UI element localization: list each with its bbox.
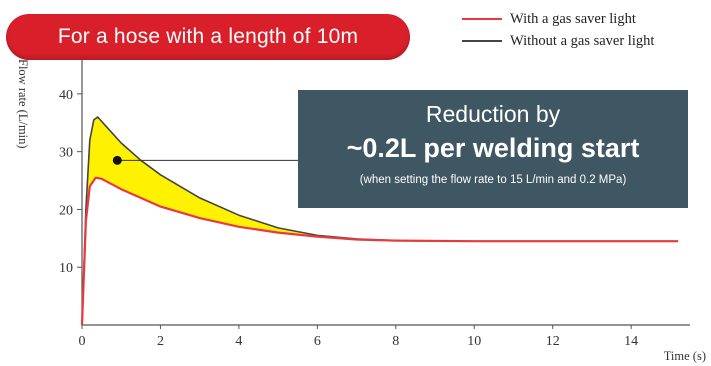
banner-text: For a hose with a length of 10m bbox=[57, 25, 359, 48]
annotation-dot bbox=[112, 155, 122, 165]
legend-label: Without a gas saver light bbox=[510, 32, 655, 49]
legend-item-without-saver: Without a gas saver light bbox=[462, 30, 654, 52]
x-tick-label: 6 bbox=[314, 334, 321, 349]
callout-line1: Reduction by bbox=[425, 101, 561, 127]
legend-swatch-red bbox=[462, 18, 502, 20]
y-tick-label: 10 bbox=[59, 261, 73, 276]
y-tick-label: 30 bbox=[59, 146, 73, 161]
title-banner: For a hose with a length of 10m bbox=[6, 14, 410, 60]
x-tick-label: 2 bbox=[157, 334, 164, 349]
legend: With a gas saver light Without a gas sav… bbox=[462, 8, 654, 52]
legend-swatch-dark bbox=[462, 40, 502, 42]
x-axis-title: Time (s) bbox=[664, 349, 706, 363]
callout-line3: (when setting the flow rate to 15 L/min … bbox=[359, 174, 627, 186]
y-tick-label: 20 bbox=[59, 203, 73, 218]
y-tick-label: 40 bbox=[59, 88, 73, 103]
axes-layer: 10 20 30 40 0 2 4 6 8 10 12 14 Flow rate (L/min) Time… bbox=[16, 59, 706, 363]
series-with-gas-saver-line bbox=[80, 176, 679, 326]
x-tick-label: 8 bbox=[392, 334, 399, 349]
x-tick-label: 12 bbox=[546, 334, 560, 349]
x-tick-label: 0 bbox=[79, 334, 86, 349]
x-tick-label: 4 bbox=[235, 334, 242, 349]
annotation-layer bbox=[112, 155, 298, 165]
legend-label: With a gas saver light bbox=[510, 10, 636, 27]
x-tick-label: 10 bbox=[467, 334, 481, 349]
fill-between-area bbox=[82, 117, 396, 325]
y-axis-title: Flow rate (L/min) bbox=[16, 59, 30, 149]
callout-line2: ~0.2L per welding start bbox=[346, 133, 640, 163]
legend-item-with-saver: With a gas saver light bbox=[462, 8, 654, 30]
x-tick-label: 14 bbox=[624, 334, 638, 349]
fill-layer bbox=[82, 117, 396, 325]
reduction-callout: Reduction by ~0.2L per welding start (wh… bbox=[298, 90, 688, 208]
